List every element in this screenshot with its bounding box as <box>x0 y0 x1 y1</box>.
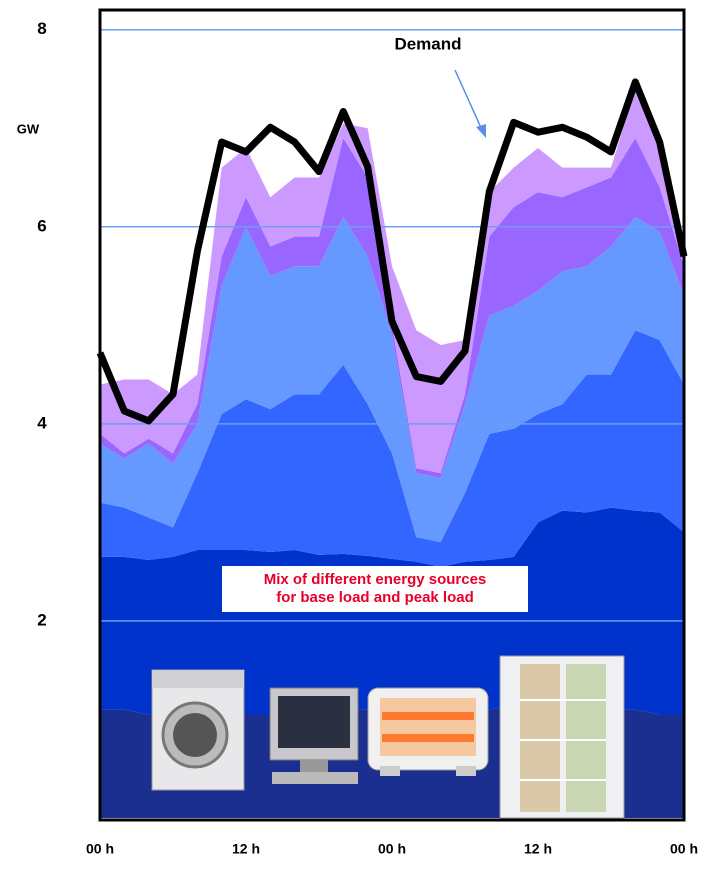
arrow <box>455 70 482 130</box>
chart: Mix of different energy sources for base… <box>0 0 713 872</box>
series-label: Demand <box>394 34 461 53</box>
washing-machine <box>152 670 244 790</box>
y-tick-label: 2 <box>37 610 46 629</box>
fridge <box>500 656 624 818</box>
y-axis-label: GW <box>17 121 40 136</box>
y-tick-label: 6 <box>37 216 46 235</box>
y-tick-label: 4 <box>37 413 47 432</box>
x-tick-label: 00 h <box>86 841 114 857</box>
arrow-head <box>476 124 486 138</box>
annotation: for base load and peak load <box>276 589 474 606</box>
x-tick-label: 12 h <box>232 841 260 857</box>
x-tick-label: 00 h <box>670 841 698 857</box>
y-tick-label: 8 <box>37 19 46 38</box>
x-tick-label: 00 h <box>378 841 406 857</box>
x-tick-label: 12 h <box>524 841 552 857</box>
heater <box>368 688 488 776</box>
annotation: Mix of different energy sources <box>264 571 487 588</box>
